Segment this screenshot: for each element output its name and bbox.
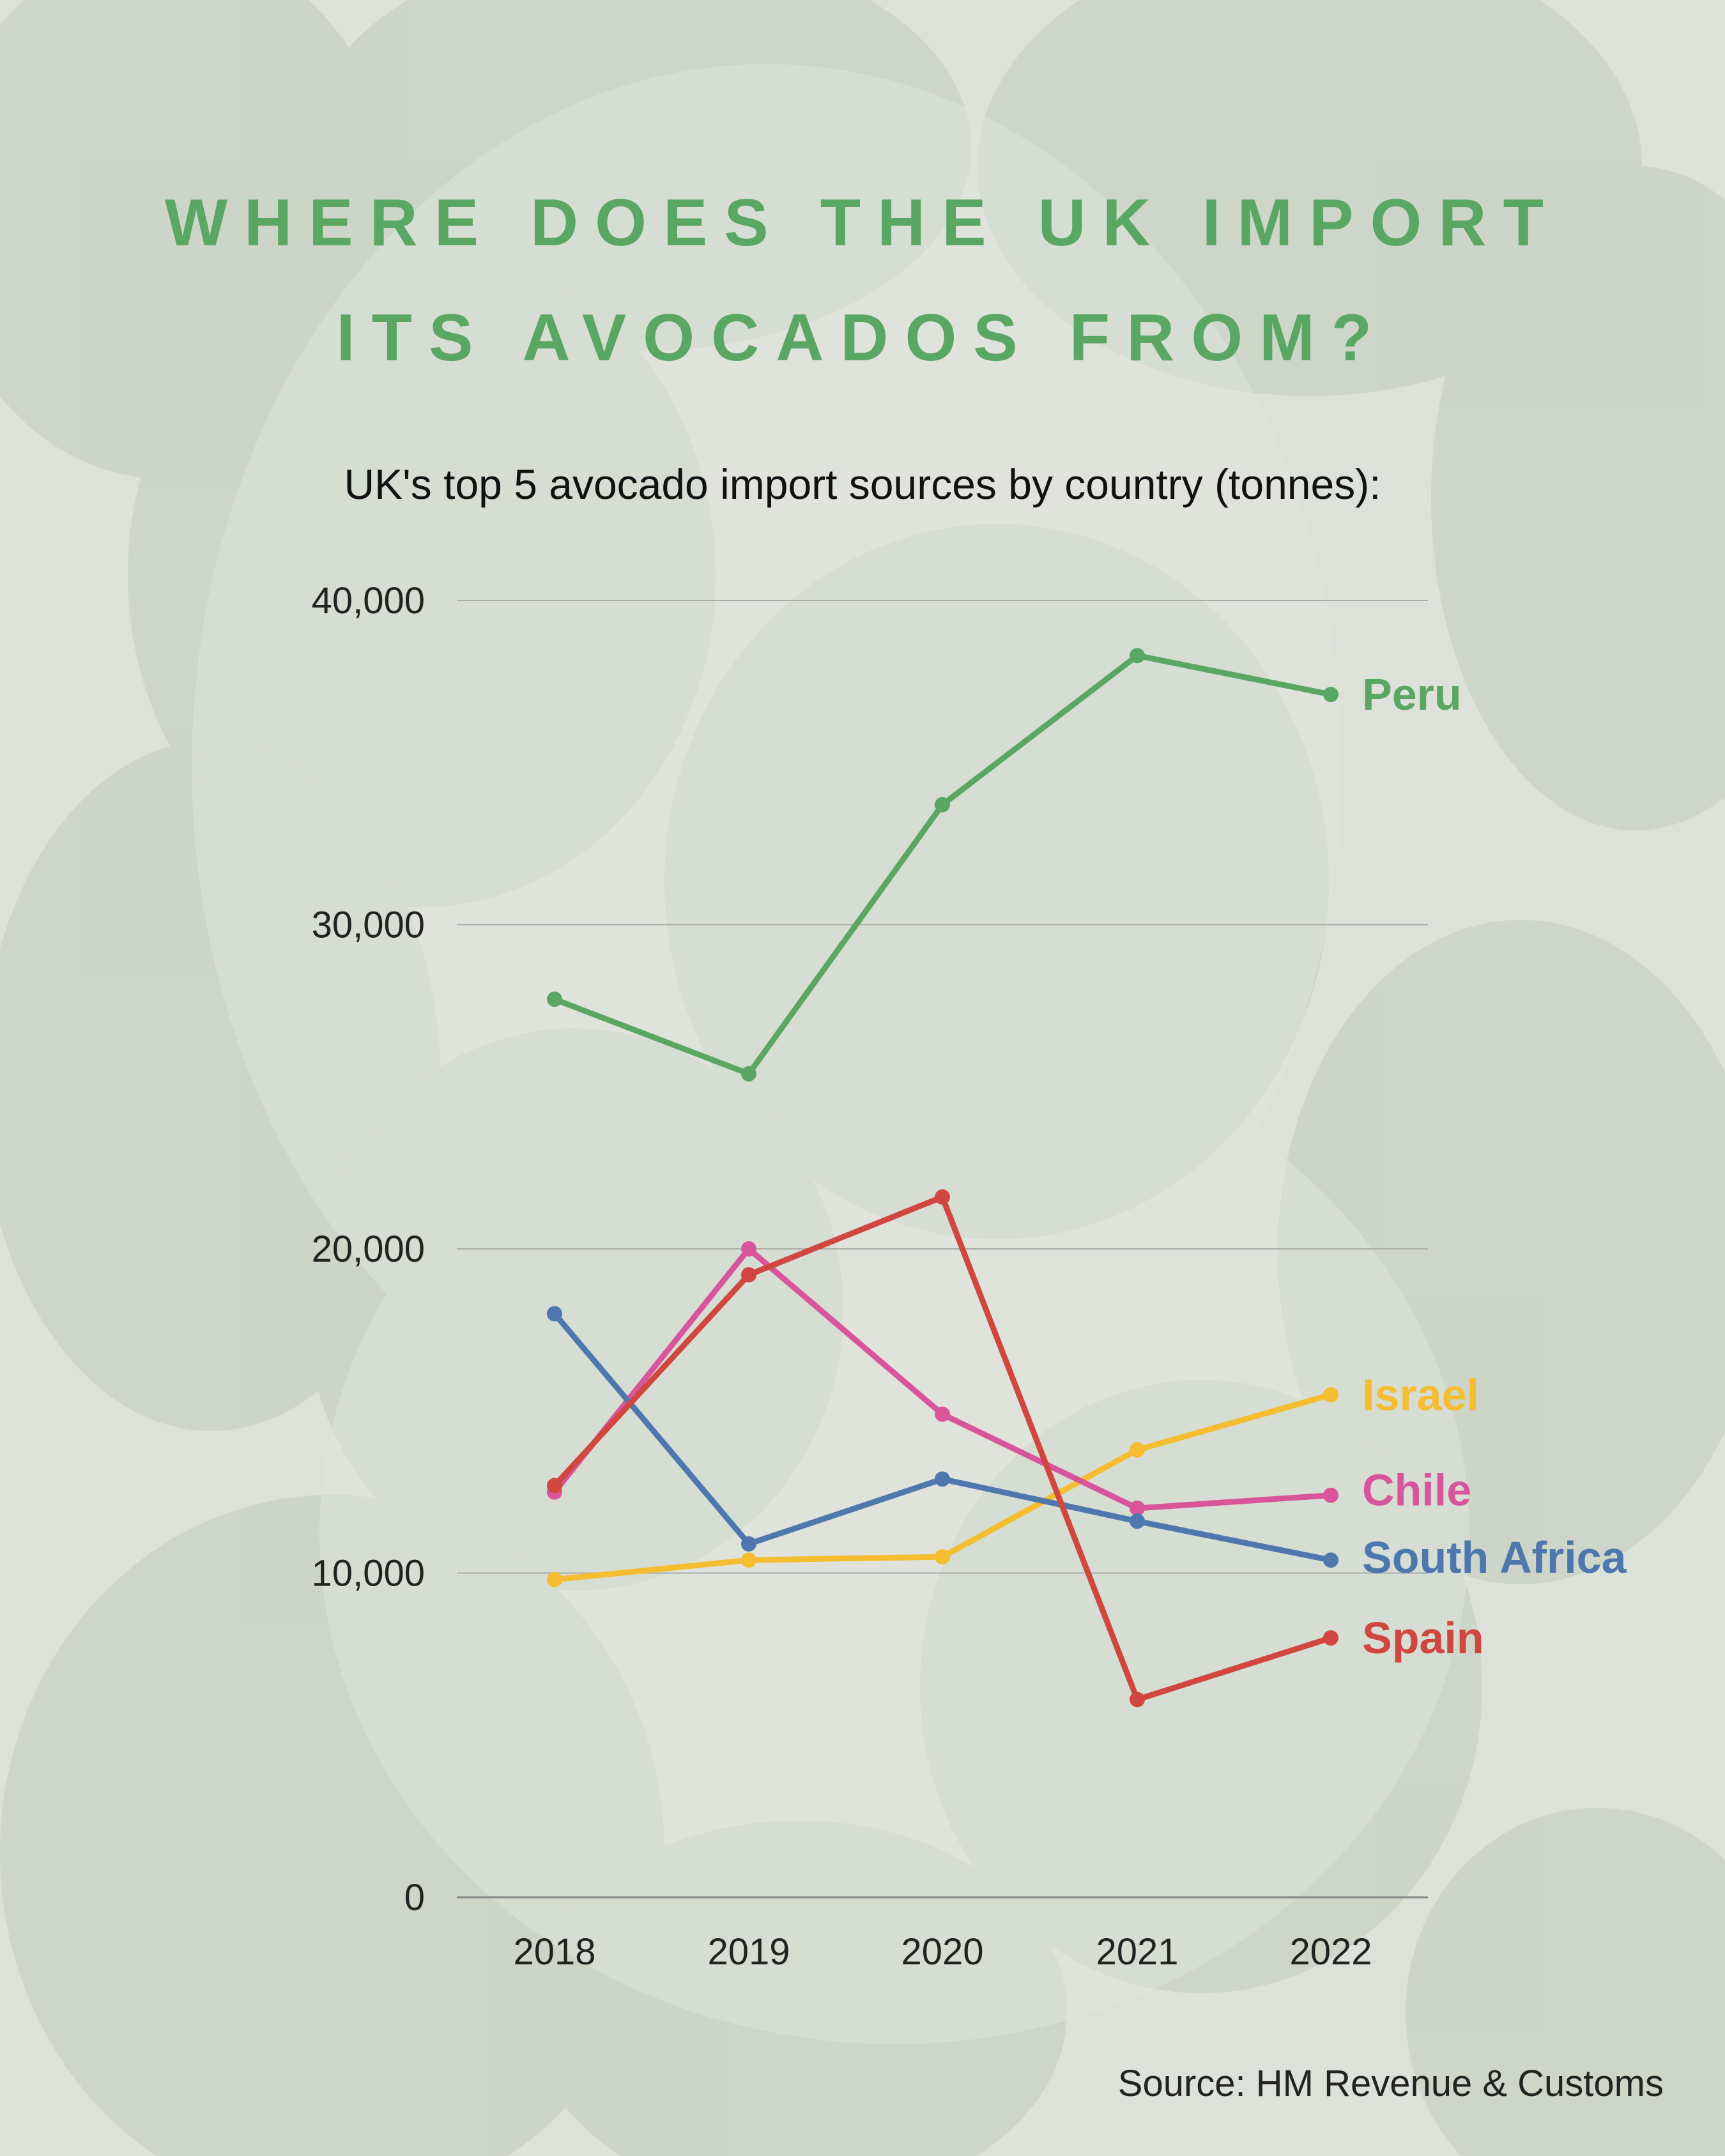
series-label-spain: Spain [1362, 1613, 1484, 1663]
data-point-south-africa [1323, 1552, 1338, 1568]
y-tick-label: 0 [404, 1877, 425, 1918]
data-point-peru [1323, 687, 1338, 703]
data-point-peru [1130, 648, 1145, 664]
series-label-peru: Peru [1362, 669, 1462, 719]
grid-lines [457, 600, 1428, 1899]
series-line-peru [551, 652, 1334, 1077]
data-point-spain [741, 1267, 756, 1283]
chart-subtitle: UK's top 5 avocado import sources by cou… [344, 461, 1381, 508]
title-line-2: ITS AVOCADOS FROM? [336, 301, 1389, 375]
data-point-south-africa [547, 1306, 562, 1322]
data-point-israel [1323, 1387, 1338, 1403]
source-note: Source: HM Revenue & Customs [1117, 2063, 1664, 2104]
x-tick-label: 2018 [513, 1931, 595, 1973]
series-label-chile: Chile [1362, 1465, 1471, 1515]
data-point-south-africa [935, 1471, 950, 1487]
data-point-south-africa [1130, 1513, 1145, 1529]
x-tick-label: 2021 [1096, 1931, 1178, 1973]
data-point-peru [935, 797, 950, 813]
y-tick-label: 40,000 [312, 580, 425, 622]
data-point-spain [935, 1189, 950, 1205]
series-label-israel: Israel [1362, 1370, 1479, 1419]
series-label-south-africa: South Africa [1362, 1533, 1627, 1582]
data-point-israel [741, 1552, 756, 1568]
data-point-israel [547, 1571, 562, 1587]
data-point-israel [935, 1549, 950, 1565]
y-tick-label: 30,000 [312, 905, 425, 946]
data-point-israel [1130, 1442, 1145, 1458]
data-point-peru [741, 1066, 756, 1082]
data-point-spain [547, 1478, 562, 1494]
data-point-chile [741, 1241, 756, 1257]
title-line-1: WHERE DOES THE UK IMPORT [164, 186, 1561, 260]
series-line-chile [551, 1246, 1334, 1511]
x-tick-label: 2020 [901, 1931, 983, 1973]
x-tick-label: 2022 [1289, 1931, 1372, 1973]
y-axis-ticks: 0 10,000 20,000 30,000 40,000 [312, 580, 425, 1918]
x-tick-label: 2019 [707, 1931, 790, 1973]
y-tick-label: 20,000 [312, 1228, 425, 1270]
data-point-south-africa [741, 1536, 756, 1552]
series-lines [547, 648, 1338, 1708]
x-axis-ticks: 2018 2019 2020 2021 2022 [513, 1931, 1372, 1973]
data-point-spain [1130, 1692, 1145, 1708]
data-point-chile [1130, 1501, 1145, 1516]
data-point-spain [1323, 1630, 1338, 1646]
data-point-chile [935, 1406, 950, 1422]
series-labels: Peru Israel Chile South Africa Spain [1362, 669, 1627, 1663]
data-point-chile [1323, 1487, 1338, 1503]
data-point-peru [547, 991, 562, 1007]
y-tick-label: 10,000 [312, 1553, 425, 1594]
